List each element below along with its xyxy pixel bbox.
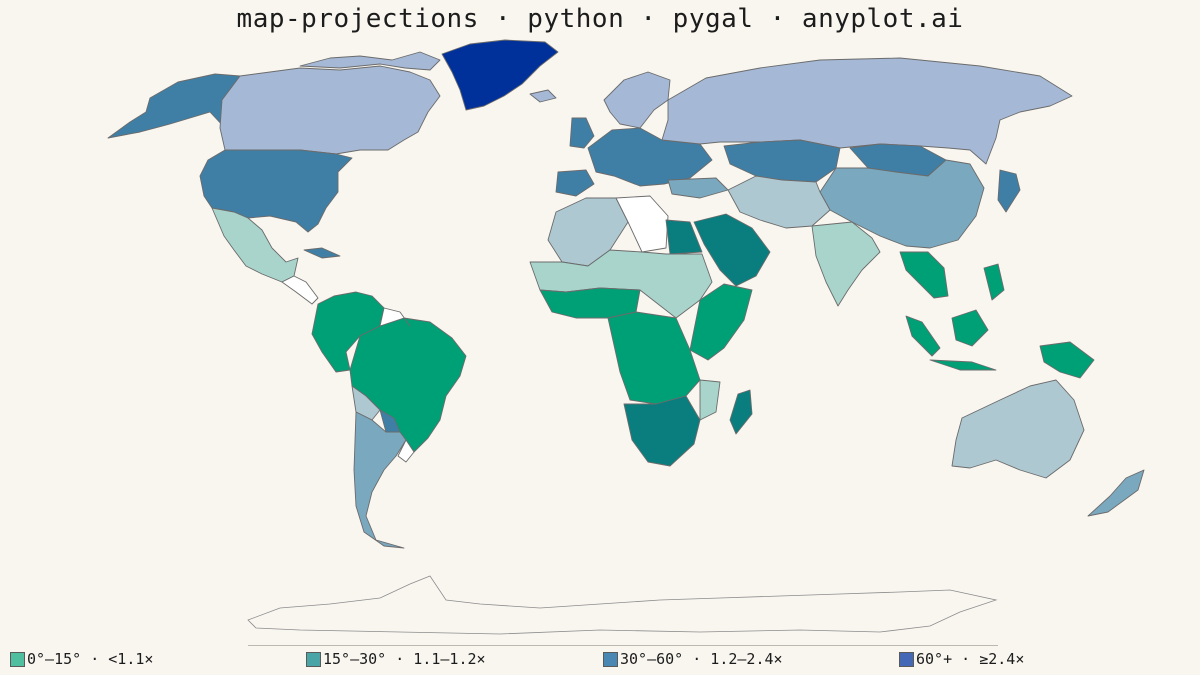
mozambique [699, 379, 721, 421]
legend-label: 60°+ · ≥2.4× [916, 650, 1025, 668]
uruguay [397, 439, 415, 463]
philippines [983, 263, 1005, 301]
russia [661, 57, 1073, 165]
middle-east-central-asia [727, 175, 831, 229]
legend-swatch [306, 651, 321, 667]
legend-item-15-30: 15°–30° · 1.1–1.2× [306, 650, 486, 668]
legend-divider [248, 645, 998, 646]
southern-africa [623, 395, 701, 467]
alaska [107, 73, 241, 139]
canada-islands [299, 51, 441, 71]
east-africa [689, 283, 753, 361]
bolivia [351, 385, 381, 421]
china [819, 159, 985, 249]
legend-swatch [10, 651, 25, 667]
egypt [665, 219, 703, 255]
legend-swatch [899, 651, 914, 667]
greenland [441, 39, 559, 111]
borneo [951, 309, 989, 347]
legend-label: 30°–60° · 1.2–2.4× [620, 650, 783, 668]
japan [997, 169, 1021, 213]
west-africa [539, 287, 641, 319]
legend-item-60-plus: 60°+ · ≥2.4× [899, 650, 1024, 668]
kazakhstan [723, 139, 841, 183]
iceland [529, 89, 557, 103]
java [929, 359, 997, 371]
legend-label: 15°–30° · 1.1–1.2× [323, 650, 486, 668]
scandinavia [603, 71, 671, 129]
argentina [353, 411, 407, 549]
usa [199, 149, 353, 233]
central-europe [587, 127, 713, 187]
north-africa-east [615, 195, 669, 253]
southeast-asia [899, 251, 949, 299]
uk [569, 117, 595, 149]
turkey-region [667, 177, 729, 199]
indonesia-sumatra [905, 315, 941, 357]
world-map [107, 39, 1145, 635]
new-guinea [1039, 341, 1095, 379]
antarctica [247, 575, 998, 635]
madagascar [729, 389, 753, 435]
legend-item-30-60: 30°–60° · 1.2–2.4× [603, 650, 783, 668]
legend-swatch [603, 651, 618, 667]
cuba [303, 247, 341, 259]
legend-label: 0°–15° · <1.1× [27, 650, 154, 668]
new-zealand [1087, 469, 1145, 517]
guianas [379, 307, 411, 327]
map-title: map-projections · python · pygal · anypl… [236, 4, 964, 34]
iberia [555, 169, 595, 197]
brazil [349, 317, 467, 453]
central-america [281, 275, 319, 305]
legend-item-0-15: 0°–15° · <1.1× [10, 650, 153, 668]
india [811, 221, 881, 307]
australia [951, 379, 1085, 479]
central-africa [607, 311, 701, 405]
saudi-arabia [693, 213, 771, 287]
canada [219, 65, 441, 155]
